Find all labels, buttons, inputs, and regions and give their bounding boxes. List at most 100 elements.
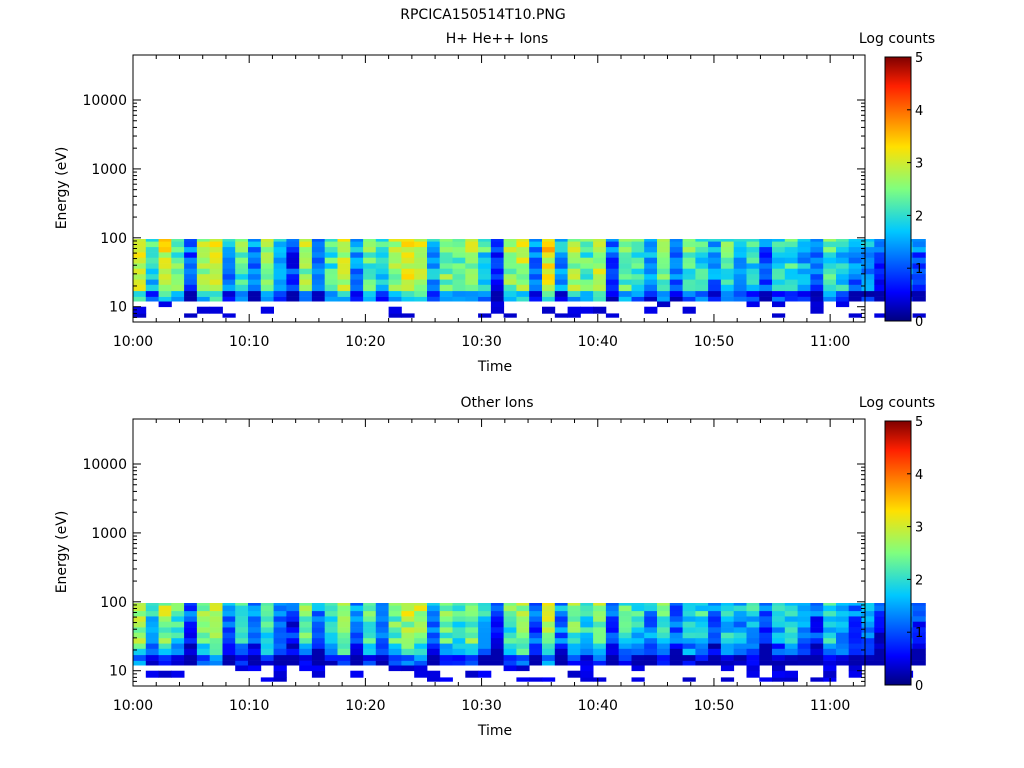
heatmap-cell <box>823 627 837 633</box>
heatmap-cell <box>337 246 351 253</box>
heatmap-cell <box>324 616 338 622</box>
heatmap-cell <box>414 648 428 656</box>
heatmap-cell <box>299 273 313 280</box>
heatmap-cell <box>133 643 147 649</box>
y-tick-label: 10000 <box>82 93 127 109</box>
heatmap-cell <box>848 257 862 264</box>
heatmap-cell <box>311 616 326 622</box>
heatmap-cell <box>593 246 607 253</box>
heatmap-cell <box>823 605 837 612</box>
heatmap-cell <box>248 643 262 649</box>
heatmap-cell <box>516 241 530 248</box>
heatmap-cell <box>618 284 632 292</box>
heatmap-cell <box>503 313 517 318</box>
heatmap-cell <box>861 252 875 258</box>
heatmap-cell <box>401 616 415 622</box>
heatmap-cell <box>260 263 274 269</box>
heatmap-cell <box>772 632 786 639</box>
heatmap-cell <box>222 616 236 622</box>
heatmap-cell <box>733 648 747 656</box>
heatmap-cell <box>465 257 479 264</box>
heatmap-cell <box>605 643 620 649</box>
heatmap-cell <box>209 616 223 622</box>
heatmap-cell <box>784 241 798 248</box>
heatmap-cell <box>235 257 249 264</box>
heatmap-cell <box>836 239 850 242</box>
heatmap-cell <box>503 654 517 661</box>
heatmap-cell <box>478 296 492 302</box>
heatmap-cell <box>631 603 645 606</box>
heatmap-cell <box>260 306 274 314</box>
heatmap-cell <box>720 665 735 672</box>
heatmap-cell <box>465 627 479 633</box>
heatmap-cell <box>657 279 671 285</box>
heatmap-cell <box>746 301 760 308</box>
heatmap-cell <box>605 660 620 666</box>
heatmap-cell <box>171 246 185 253</box>
heatmap-cell <box>593 296 607 302</box>
heatmap-cell <box>733 241 747 248</box>
heatmap-cell <box>452 279 466 285</box>
heatmap-cell <box>874 660 888 666</box>
heatmap-cell <box>158 239 172 242</box>
heatmap-cell <box>414 241 428 248</box>
heatmap-cell <box>644 263 658 269</box>
heatmap-cell <box>848 296 862 302</box>
heatmap-cell <box>912 279 926 285</box>
heatmap-cell <box>810 284 824 292</box>
heatmap-cell <box>567 648 581 656</box>
heatmap-cell <box>542 273 556 280</box>
heatmap-cell <box>503 257 517 264</box>
heatmap-cell <box>184 279 198 285</box>
heatmap-cell <box>363 621 377 628</box>
heatmap-cell <box>196 603 211 606</box>
heatmap-cell <box>746 660 760 666</box>
x-axis-label: Time <box>477 723 512 739</box>
heatmap-cell <box>848 263 862 269</box>
heatmap-cell <box>439 621 453 628</box>
heatmap-cell <box>171 654 185 661</box>
heatmap-cell <box>478 610 492 617</box>
heatmap-cell <box>861 268 875 275</box>
heatmap-cell <box>222 654 236 661</box>
heatmap-cell <box>708 603 722 606</box>
colorbar-tick-label: 4 <box>915 468 923 483</box>
heatmap-cell <box>861 284 875 292</box>
heatmap-cell <box>452 263 466 269</box>
heatmap-cell <box>542 246 556 253</box>
heatmap-cell <box>260 643 274 649</box>
heatmap-cell <box>286 273 300 280</box>
heatmap-cell <box>874 257 888 264</box>
heatmap-cell <box>145 268 159 275</box>
panel-title: H+ He++ Ions <box>446 31 549 47</box>
heatmap-cell <box>311 610 326 617</box>
heatmap-cell <box>145 252 159 258</box>
heatmap-cell <box>427 616 441 622</box>
heatmap-cell <box>810 239 824 242</box>
heatmap-cell <box>784 252 798 258</box>
heatmap-cell <box>720 296 735 302</box>
heatmap-cell <box>567 241 581 248</box>
heatmap-cell <box>542 610 556 617</box>
heatmap-cell <box>874 313 888 318</box>
heatmap-cell <box>350 252 364 258</box>
heatmap-cell <box>836 290 850 297</box>
heatmap-cell <box>836 660 850 666</box>
heatmap-cell <box>529 621 543 628</box>
heatmap-cell <box>516 603 530 606</box>
heatmap-cell <box>708 637 722 644</box>
heatmap-cell <box>209 627 223 633</box>
heatmap-cell <box>184 239 198 242</box>
heatmap-cell <box>516 621 530 628</box>
heatmap-cell <box>184 632 198 639</box>
heatmap-cell <box>145 648 159 656</box>
heatmap-cell <box>401 284 415 292</box>
heatmap-cell <box>133 252 147 258</box>
heatmap-cell <box>375 296 389 302</box>
heatmap-cell <box>478 252 492 258</box>
heatmap-cell <box>669 637 683 644</box>
heatmap-cell <box>810 290 824 297</box>
heatmap-cell <box>708 257 722 264</box>
heatmap-cell <box>823 268 837 275</box>
heatmap-cell <box>810 648 824 656</box>
